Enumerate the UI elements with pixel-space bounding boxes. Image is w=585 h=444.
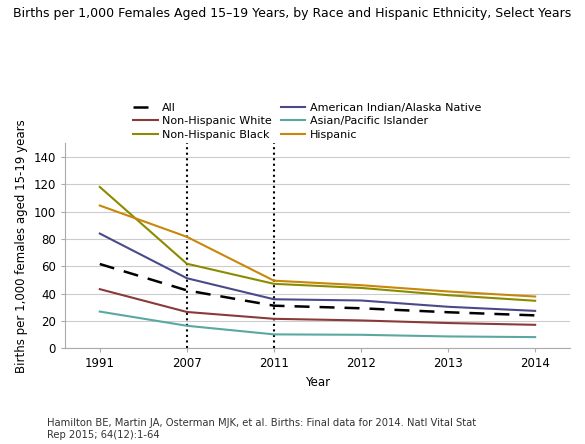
Text: Births per 1,000 Females Aged 15–19 Years, by Race and Hispanic Ethnicity, Selec: Births per 1,000 Females Aged 15–19 Year…	[13, 7, 572, 20]
Legend: All, Non-Hispanic White, Non-Hispanic Black, American Indian/Alaska Native, Asia: All, Non-Hispanic White, Non-Hispanic Bl…	[129, 99, 486, 144]
X-axis label: Year: Year	[305, 376, 330, 389]
Y-axis label: Births per 1,000 females aged 15-19 years: Births per 1,000 females aged 15-19 year…	[15, 119, 28, 373]
Text: Hamilton BE, Martin JA, Osterman MJK, et al. Births: Final data for 2014. Natl V: Hamilton BE, Martin JA, Osterman MJK, et…	[47, 418, 476, 440]
